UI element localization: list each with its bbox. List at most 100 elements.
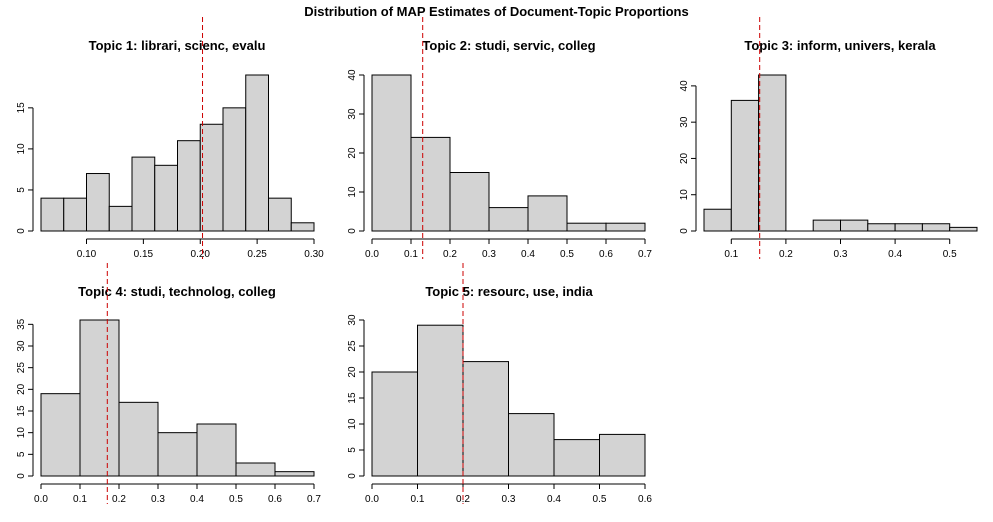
histogram-bar <box>290 222 315 232</box>
histogram-bar <box>703 208 732 232</box>
y-tick-label: 5 <box>16 187 27 193</box>
histogram-bar <box>371 371 418 477</box>
x-tick-label: 0.0 <box>34 494 48 505</box>
x-tick-label: 0.3 <box>151 494 165 505</box>
y-tick-label: 40 <box>679 80 690 92</box>
y-tick-label: 15 <box>16 405 27 417</box>
panel-title: Topic 1: librari, scienc, evalu <box>89 38 266 53</box>
histogram-bar <box>268 197 292 232</box>
x-tick-label: 0.1 <box>724 249 738 260</box>
y-tick-label: 20 <box>679 152 690 164</box>
x-tick-label: 0.30 <box>304 249 324 260</box>
y-tick-label: 10 <box>347 186 358 198</box>
histogram-bar <box>840 219 869 232</box>
histogram-bar <box>235 462 276 477</box>
figure-title: Distribution of MAP Estimates of Documen… <box>304 4 689 19</box>
histogram-panel-3: Topic 3: inform, univers, kerala 0.1 0.2 0.… <box>679 17 978 260</box>
y-tick-label: 10 <box>347 418 358 430</box>
y-tick-label: 35 <box>16 318 27 330</box>
histogram-bar <box>867 223 896 232</box>
histogram-bar <box>157 432 198 477</box>
y-tick-label: 30 <box>16 340 27 352</box>
histogram-bar <box>449 172 490 232</box>
histogram-bar <box>274 471 315 477</box>
x-tick-label: 0.3 <box>834 249 848 260</box>
panel-title: Topic 5: resourc, use, india <box>425 284 593 299</box>
y-tick-label: 0 <box>347 228 358 234</box>
histogram-bar <box>154 164 178 232</box>
histogram-bar <box>108 205 133 232</box>
histogram-bar <box>118 401 159 477</box>
histogram-bar <box>730 99 760 232</box>
x-tick-label: 0.0 <box>365 249 379 260</box>
histogram-bar <box>894 223 923 232</box>
x-tick-label: 0.3 <box>482 249 496 260</box>
histogram-bar <box>177 140 201 232</box>
histogram-bar <box>949 226 978 232</box>
y-tick-label: 0 <box>347 473 358 479</box>
histogram-bar <box>553 439 600 477</box>
x-tick-label: 0.3 <box>502 494 516 505</box>
histogram-bar <box>245 74 269 232</box>
histogram-bar <box>199 123 224 232</box>
x-tick-label: 0.20 <box>191 249 211 260</box>
histogram-bar <box>79 319 120 477</box>
x-tick-label: 0.1 <box>411 494 425 505</box>
y-tick-label: 15 <box>347 392 358 404</box>
x-tick-label: 0.7 <box>638 249 652 260</box>
histogram-panel-1: Topic 1: librari, scienc, evalu 0.10 0.15 0… <box>16 17 324 260</box>
histogram-bar <box>599 433 646 477</box>
x-tick-label: 0.4 <box>521 249 535 260</box>
histogram-bar <box>527 195 568 232</box>
histogram-bar <box>921 223 951 232</box>
histogram-bar <box>63 197 87 232</box>
histogram-bar <box>371 74 412 232</box>
panel-title: Topic 3: inform, univers, kerala <box>744 38 936 53</box>
y-tick-label: 40 <box>347 69 358 81</box>
histogram-bar <box>40 393 81 477</box>
y-tick-label: 20 <box>16 383 27 395</box>
y-tick-label: 30 <box>347 314 358 326</box>
x-tick-label: 0.4 <box>547 494 561 505</box>
x-tick-label: 0.5 <box>593 494 607 505</box>
x-tick-label: 0.5 <box>943 249 957 260</box>
x-tick-label: 0.5 <box>560 249 574 260</box>
y-tick-label: 30 <box>679 116 690 128</box>
histogram-bar <box>410 136 451 232</box>
histogram-bar <box>566 222 607 232</box>
x-tick-label: 0.1 <box>73 494 87 505</box>
histogram-bar <box>196 423 237 477</box>
y-tick-label: 20 <box>347 147 358 159</box>
histogram-panel-2: Topic 2: studi, servic, colleg 0.0 0.1 0.2 0… <box>347 17 652 260</box>
y-tick-label: 0 <box>679 228 690 234</box>
x-tick-label: 0.15 <box>134 249 154 260</box>
x-tick-label: 0.10 <box>77 249 97 260</box>
x-tick-label: 0.2 <box>443 249 457 260</box>
panel-title: Topic 2: studi, servic, colleg <box>422 38 595 53</box>
histogram-bar <box>417 324 464 477</box>
histogram-bar <box>508 413 555 477</box>
y-tick-label: 15 <box>16 102 27 114</box>
x-tick-label: 0.6 <box>599 249 613 260</box>
panel-title: Topic 4: studi, technolog, colleg <box>78 284 276 299</box>
histogram-bar <box>605 222 646 232</box>
histogram-bar <box>812 219 842 232</box>
y-tick-label: 25 <box>16 362 27 374</box>
x-tick-label: 0.2 <box>779 249 793 260</box>
y-tick-label: 20 <box>347 366 358 378</box>
histogram-bar <box>40 197 65 232</box>
x-tick-label: 0.1 <box>404 249 418 260</box>
x-tick-label: 0.7 <box>307 494 321 505</box>
y-tick-label: 5 <box>347 447 358 453</box>
y-tick-label: 0 <box>16 473 27 479</box>
histogram-bar <box>131 156 156 232</box>
x-tick-label: 0.4 <box>888 249 902 260</box>
x-tick-label: 0.4 <box>190 494 204 505</box>
histogram-bar <box>222 107 247 232</box>
x-tick-label: 0.6 <box>268 494 282 505</box>
x-tick-label: 0.0 <box>365 494 379 505</box>
histogram-panel-4: Topic 4: studi, technolog, colleg 0.0 0.1 0… <box>16 263 321 505</box>
y-tick-label: 10 <box>679 189 690 201</box>
